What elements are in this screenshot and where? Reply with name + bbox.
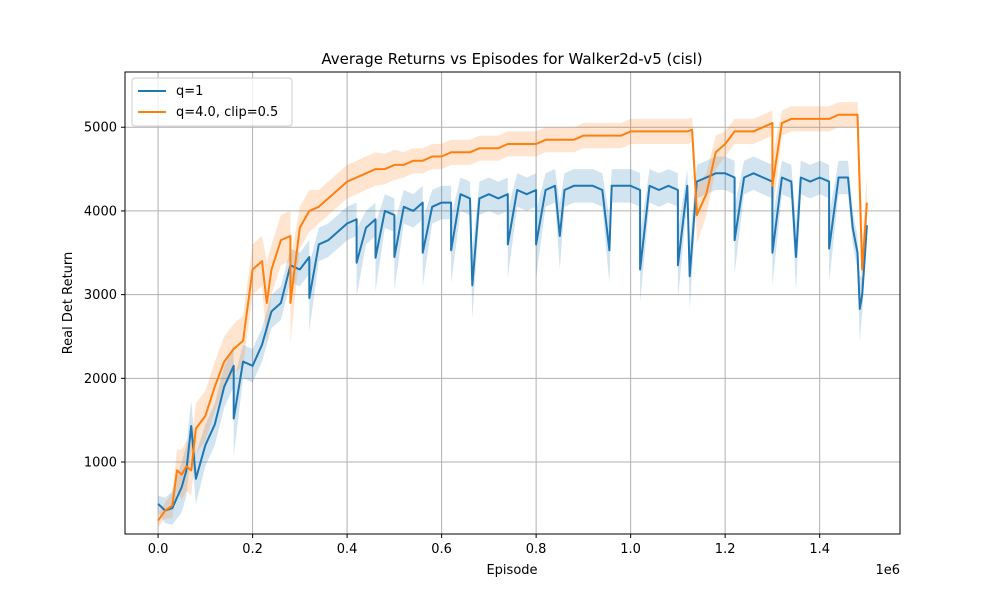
plot-area: 0.0 0.2 0.4 0.6 0.8 1.0 1.2 1.4 1000 2000 3000 400… (84, 71, 901, 557)
y-tick-label: 5000 (84, 121, 117, 136)
x-axis-label: Episode (486, 563, 537, 578)
series-band-1 (158, 102, 867, 528)
y-tick-label: 2000 (84, 372, 117, 387)
x-axis-ticks: 0.0 0.2 0.4 0.6 0.8 1.0 1.2 1.4 (148, 534, 830, 557)
x-tick-label: 0.4 (337, 542, 358, 557)
legend-label-q1: q=1 (176, 84, 203, 99)
y-axis-label: Real Det Return (61, 252, 76, 355)
x-tick-label: 1.4 (809, 542, 830, 557)
grid (125, 72, 900, 534)
y-tick-label: 3000 (84, 288, 117, 303)
x-tick-label: 0.0 (148, 542, 169, 557)
series-line-1 (157, 113, 868, 522)
y-axis-ticks: 1000 2000 3000 4000 5000 (84, 121, 125, 471)
plot-background (125, 72, 900, 534)
y-tick-label: 4000 (84, 204, 117, 219)
legend-label-q4-clip: q=4.0, clip=0.5 (176, 105, 278, 120)
x-axis-offset-label: 1e6 (875, 563, 900, 578)
chart-title: Average Returns vs Episodes for Walker2d… (321, 50, 702, 68)
y-tick-label: 1000 (84, 456, 117, 471)
series-lines (157, 113, 868, 522)
legend-box (131, 77, 293, 127)
legend: q=1 q=4.0, clip=0.5 (131, 77, 293, 127)
x-tick-label: 1.2 (715, 542, 736, 557)
x-tick-label: 0.8 (526, 542, 547, 557)
series-line-0 (157, 172, 868, 512)
x-tick-label: 1.0 (620, 542, 641, 557)
plot-frame (124, 71, 901, 535)
x-tick-label: 0.6 (431, 542, 452, 557)
x-tick-label: 0.2 (242, 542, 263, 557)
